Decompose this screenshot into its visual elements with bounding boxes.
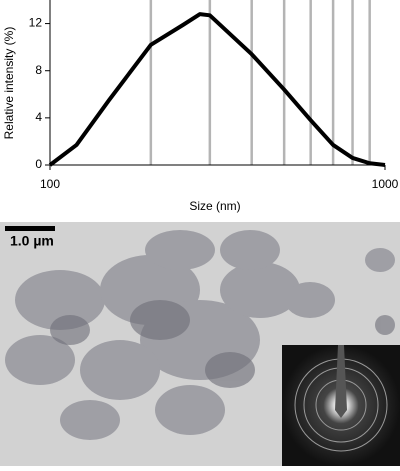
x-axis-label: Size (nm) bbox=[189, 199, 240, 213]
tem-image: 1.0 µm bbox=[0, 222, 400, 466]
y-tick-label: 12 bbox=[29, 16, 43, 30]
y-tick-label: 0 bbox=[35, 157, 42, 171]
scale-bar-label: 1.0 µm bbox=[10, 233, 54, 249]
x-tick-label: 1000 bbox=[372, 177, 399, 191]
data-line bbox=[48, 12, 386, 167]
y-tick-label: 4 bbox=[35, 110, 42, 124]
x-tick-label: 100 bbox=[40, 177, 60, 191]
y-tick-label: 8 bbox=[35, 63, 42, 77]
y-axis-label: Relative intensity (%) bbox=[2, 27, 16, 140]
